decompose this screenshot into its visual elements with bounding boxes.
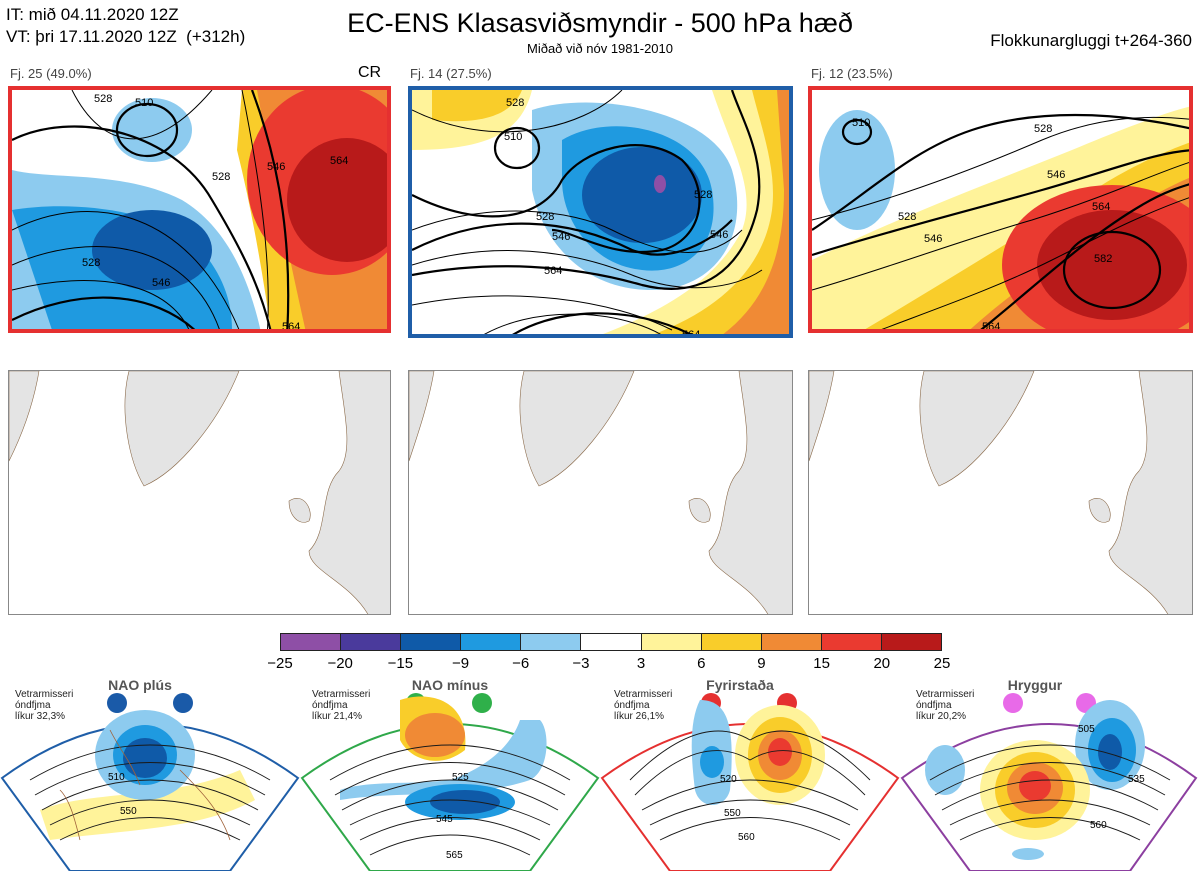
contour-label: 546 xyxy=(924,233,942,245)
init-time: IT: mið 04.11.2020 12Z xyxy=(6,5,179,24)
colorbar-swatch xyxy=(401,634,462,650)
colorbar-tick: −9 xyxy=(451,655,470,672)
colorbar-swatch xyxy=(881,634,942,650)
contour-label: 510 xyxy=(135,97,153,109)
colorbar-tick: −15 xyxy=(387,655,414,672)
contour-label: 565 xyxy=(446,850,463,861)
contour-label: 564 xyxy=(1092,201,1110,213)
colorbar-tick: 3 xyxy=(636,655,646,672)
colorbar-tick: 25 xyxy=(933,655,951,672)
contour-label: 528 xyxy=(212,171,230,183)
contour-label: 510 xyxy=(108,772,125,783)
contour-label: 546 xyxy=(552,231,570,243)
page-title: EC-ENS Klasasviðsmyndir - 500 hPa hæð xyxy=(347,8,853,38)
contour-label: 560 xyxy=(1090,820,1107,831)
contour-label: 510 xyxy=(504,131,522,143)
contour-label: 528 xyxy=(694,189,712,201)
header-times: IT: mið 04.11.2020 12Z VT: þri 17.11.202… xyxy=(6,4,245,48)
colorbar-tick: −3 xyxy=(572,655,590,672)
cluster-map-1: 510 528 546 564 546 528 528 564 xyxy=(8,86,391,333)
colorbar-swatch xyxy=(281,634,342,650)
regime-2-text: Vetrarmisseri óndfjma líkur 21,4% xyxy=(312,689,371,722)
colorbar-swatch xyxy=(341,634,402,650)
colorbar-swatch xyxy=(461,634,522,650)
regime-1-map: 510 550 xyxy=(0,710,300,871)
blank-map-3 xyxy=(808,370,1193,615)
cluster-map-2: 528 510 528 546 564 528 546 564 xyxy=(408,86,793,338)
contour-label: 505 xyxy=(1078,724,1095,735)
contour-label: 535 xyxy=(1128,774,1145,785)
colorbar-tick: −20 xyxy=(327,655,353,672)
cluster-3-label: Fj. 12 (23.5%) xyxy=(811,66,893,81)
contour-label: 545 xyxy=(436,814,453,825)
contour-label: 528 xyxy=(1034,123,1052,135)
regime-2-map: 525 545 565 xyxy=(300,696,600,871)
valid-time: VT: þri 17.11.2020 12Z (+312h) xyxy=(6,27,246,46)
colorbar-swatch xyxy=(581,634,642,650)
regime-3-name: Fyrirstaða xyxy=(706,677,774,693)
colorbar-swatch xyxy=(701,634,762,650)
cluster-1-label: Fj. 25 (49.0%) xyxy=(10,66,92,81)
classification-window: Flokkunargluggi t+264-360 xyxy=(990,31,1192,50)
contour-label: 510 xyxy=(852,117,870,129)
contour-label: 546 xyxy=(267,161,285,173)
colorbar xyxy=(280,633,942,651)
colorbar-tick: 6 xyxy=(697,655,706,672)
blank-map-1 xyxy=(8,370,391,615)
colorbar-tick: −6 xyxy=(512,655,530,672)
contour-label: 546 xyxy=(710,229,728,241)
colorbar-swatch xyxy=(761,634,822,650)
cluster-2-label: Fj. 14 (27.5%) xyxy=(410,66,492,81)
colorbar-tick: 9 xyxy=(757,655,766,672)
contour-label: 564 xyxy=(544,265,562,277)
regime-3-text: Vetrarmisseri óndfjma líkur 26,1% xyxy=(614,689,673,722)
regime-1-text: Vetrarmisseri óndfjma líkur 32,3% xyxy=(15,689,74,722)
colorbar-tick: −25 xyxy=(267,655,293,672)
colorbar-swatch xyxy=(521,634,582,650)
colorbar-swatch xyxy=(821,634,882,650)
regime-1-dot-left xyxy=(107,693,127,713)
contour-label: 582 xyxy=(1094,253,1112,265)
colorbar-tick: 15 xyxy=(813,655,830,672)
contour-label: 564 xyxy=(330,155,348,167)
regime-1-name: NAO plús xyxy=(108,677,172,693)
contour-label: 528 xyxy=(536,211,554,223)
contour-label: 528 xyxy=(898,211,916,223)
regime-4-name: Hryggur xyxy=(1007,677,1063,693)
contour-label: 528 xyxy=(94,93,112,105)
blank-map-2 xyxy=(408,370,793,615)
regime-2-dot-right xyxy=(472,693,492,713)
regime-4-text: Vetrarmisseri óndfjma líkur 20,2% xyxy=(916,689,975,722)
regime-4-map: 505 535 560 xyxy=(900,700,1198,871)
regime-2-name: NAO mínus xyxy=(411,677,489,693)
contour-label: 564 xyxy=(982,321,1000,333)
colorbar-swatch xyxy=(641,634,702,650)
contour-label: 546 xyxy=(1047,169,1065,181)
contour-label: 564 xyxy=(282,321,300,333)
contour-label: 525 xyxy=(452,772,469,783)
contour-label: 528 xyxy=(82,257,100,269)
page-subtitle: Miðað við nóv 1981-2010 xyxy=(527,41,673,56)
regime-1-dot-right xyxy=(173,693,193,713)
regime-4-dot-left xyxy=(1003,693,1023,713)
contour-label: 550 xyxy=(724,808,741,819)
contour-label: 550 xyxy=(120,806,137,817)
contour-label: 564 xyxy=(682,329,700,338)
contour-label: 560 xyxy=(738,832,755,843)
colorbar-tick: 20 xyxy=(873,655,891,672)
cluster-map-3: 510 528 528 546 546 564 582 564 xyxy=(808,86,1193,333)
contour-label: 546 xyxy=(152,277,170,289)
contour-label: 528 xyxy=(506,97,524,109)
regime-3-map: 520 550 560 xyxy=(600,700,900,871)
contour-label: 520 xyxy=(720,774,737,785)
cluster-1-tag: CR xyxy=(358,64,382,81)
